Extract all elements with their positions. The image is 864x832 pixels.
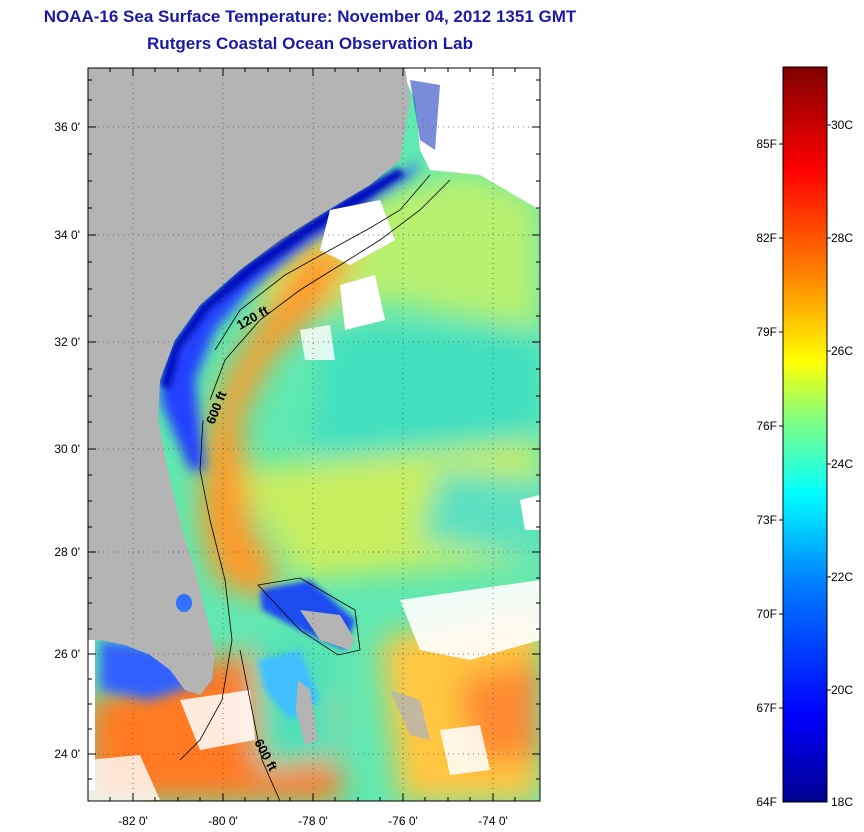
cb-c-22: 22C xyxy=(831,570,853,584)
cb-f-79: 79F xyxy=(756,325,777,339)
lat-label-24: 24 0' xyxy=(54,747,80,761)
lon-label-80: -80 0' xyxy=(208,814,238,828)
lat-label-28: 28 0' xyxy=(54,545,80,559)
isobaths xyxy=(179,174,451,801)
map-title: NOAA-16 Sea Surface Temperature: Novembe… xyxy=(43,7,577,26)
cb-c-26: 26C xyxy=(831,344,853,358)
minor-ticks xyxy=(88,68,540,801)
cb-c-24: 24C xyxy=(831,457,853,471)
lon-label-78: -78 0' xyxy=(298,814,328,828)
colorbar-fahrenheit-labels: 85F 82F 79F 76F 73F 70F 67F 64F xyxy=(756,137,777,809)
lon-label-76: -76 0' xyxy=(388,814,418,828)
lon-label-82: -82 0' xyxy=(118,814,148,828)
cb-f-70: 70F xyxy=(756,607,777,621)
cb-f-82: 82F xyxy=(756,231,777,245)
latitude-labels: 36 0' 34 0' 32 0' 30 0' 28 0' 26 0' 24 0… xyxy=(54,120,80,761)
cb-c-18: 18C xyxy=(831,795,853,809)
map-subtitle: Rutgers Coastal Ocean Observation Lab xyxy=(147,34,473,53)
lat-label-36: 36 0' xyxy=(54,120,80,134)
graticule xyxy=(88,68,540,801)
cb-c-28: 28C xyxy=(831,231,853,245)
lat-label-30: 30 0' xyxy=(54,442,80,456)
colorbar xyxy=(782,66,828,803)
land xyxy=(88,68,430,745)
cb-f-85: 85F xyxy=(756,137,777,151)
lon-label-74: -74 0' xyxy=(478,814,508,828)
cb-c-30: 30C xyxy=(831,118,853,132)
map-frame xyxy=(87,67,541,802)
longitude-labels: -82 0' -80 0' -78 0' -76 0' -74 0' xyxy=(118,814,508,828)
lat-label-32: 32 0' xyxy=(54,335,80,349)
map-panel: 120 ft 600 ft 600 ft xyxy=(88,68,540,801)
cb-f-73: 73F xyxy=(756,513,777,527)
cb-f-76: 76F xyxy=(756,419,777,433)
colorbar-ticks xyxy=(779,124,831,709)
colorbar-celsius-labels: 30C 28C 26C 24C 22C 20C 18C xyxy=(831,118,853,809)
lat-label-34: 34 0' xyxy=(54,228,80,242)
major-ticks xyxy=(88,68,540,801)
lat-label-26: 26 0' xyxy=(54,647,80,661)
cb-c-20: 20C xyxy=(831,683,853,697)
cb-f-67: 67F xyxy=(756,701,777,715)
lake xyxy=(176,594,192,612)
cb-f-64: 64F xyxy=(756,795,777,809)
